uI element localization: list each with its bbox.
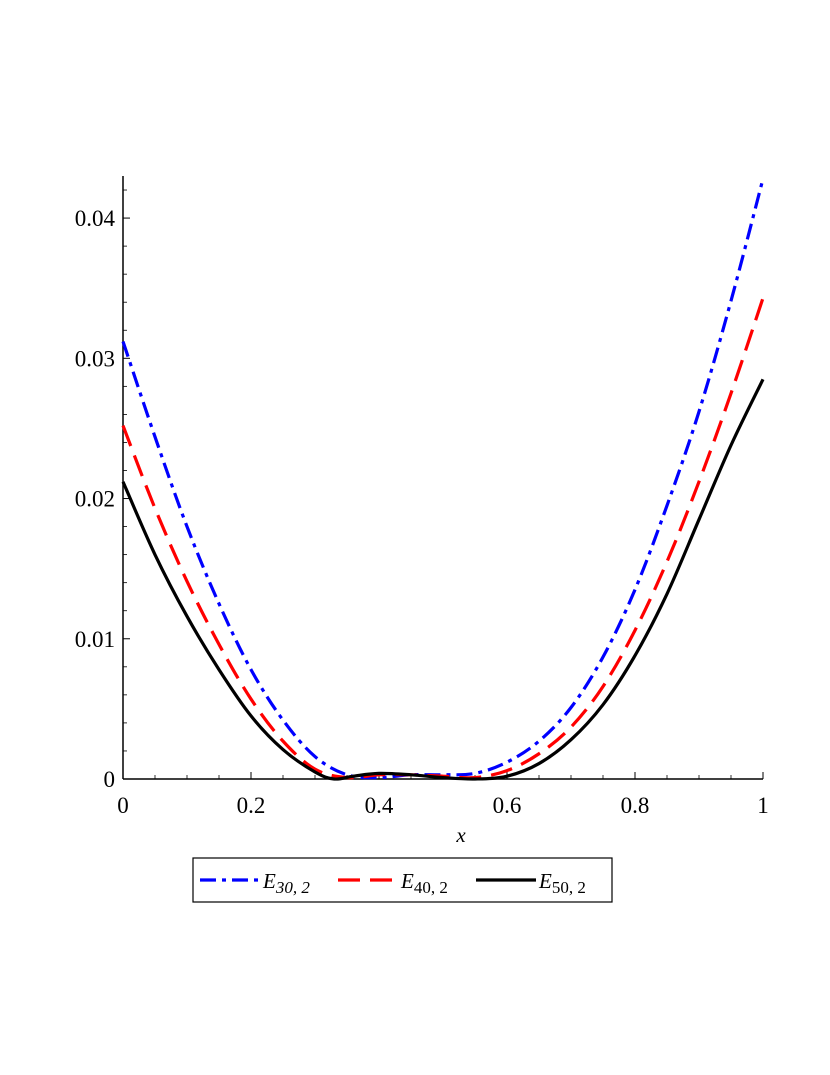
- legend-label-1: E30, 2: [262, 869, 310, 897]
- y-tick-label: 0.01: [75, 627, 115, 652]
- legend: E30, 2 E40, 2 E50, 2: [192, 857, 613, 903]
- legend-label-subscript: 30, 2: [275, 878, 311, 897]
- x-tick-label: 1: [757, 793, 769, 818]
- legend-label-main: E: [262, 869, 276, 893]
- series-line-3: [121, 378, 765, 781]
- x-tick-label: 0.4: [365, 793, 394, 818]
- y-tick-label: 0.03: [75, 346, 115, 371]
- axes: 0 0.01 0.02 0.03 0.04 0 0.2 0.4 0.6 0.8 1: [75, 176, 769, 818]
- legend-box: [192, 857, 613, 903]
- y-tick-label: 0.04: [75, 206, 116, 231]
- series-layer: [121, 178, 765, 781]
- x-tick-label: 0.2: [237, 793, 266, 818]
- y-tick-label: 0: [104, 767, 116, 792]
- legend-label-subscript: 40, 2: [414, 878, 448, 897]
- y-tick-label: 0.02: [75, 487, 115, 512]
- legend-label-3: E50, 2: [538, 869, 586, 897]
- x-tick-label: 0: [117, 793, 129, 818]
- legend-label-subscript: 50, 2: [552, 878, 586, 897]
- x-axis-label: x: [455, 823, 466, 847]
- series-line-2: [121, 297, 765, 780]
- legend-label-main: E: [400, 869, 414, 893]
- x-tick-label: 0.6: [493, 793, 522, 818]
- legend-label-main: E: [538, 869, 552, 893]
- x-tick-label: 0.8: [621, 793, 650, 818]
- series-line-1: [121, 178, 765, 780]
- legend-label-2: E40, 2: [400, 869, 448, 897]
